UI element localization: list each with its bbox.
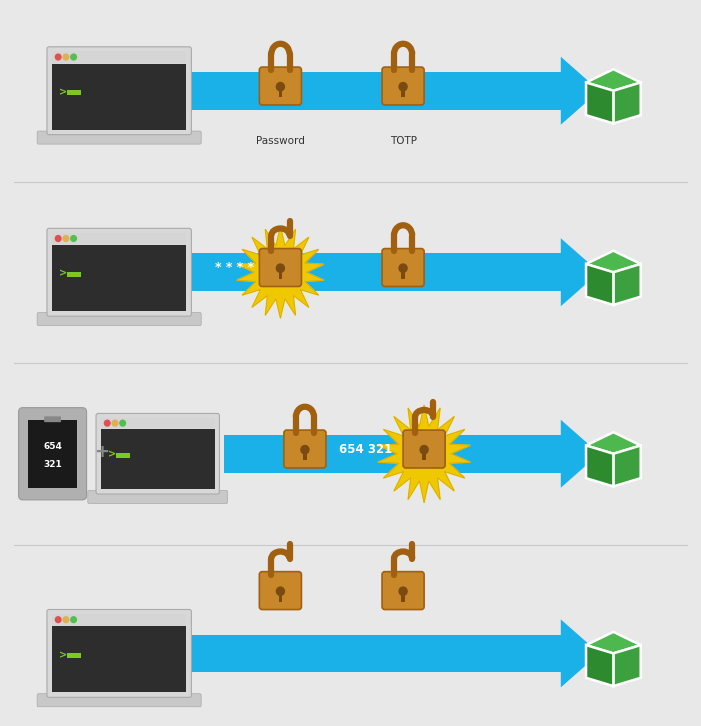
Bar: [423, 452, 426, 460]
Circle shape: [301, 446, 309, 454]
Circle shape: [63, 617, 69, 623]
Polygon shape: [586, 69, 641, 91]
Bar: [52, 627, 186, 693]
Text: Password: Password: [256, 136, 305, 146]
Circle shape: [276, 83, 285, 91]
Circle shape: [55, 54, 61, 60]
FancyBboxPatch shape: [47, 228, 191, 317]
Polygon shape: [613, 446, 641, 486]
Text: 654 321: 654 321: [339, 443, 393, 456]
Bar: [67, 653, 81, 658]
Bar: [279, 89, 282, 97]
Bar: [52, 614, 186, 626]
Polygon shape: [378, 405, 470, 502]
Bar: [402, 89, 404, 97]
FancyBboxPatch shape: [382, 248, 424, 287]
Polygon shape: [561, 57, 599, 125]
Text: >: >: [59, 87, 67, 97]
FancyBboxPatch shape: [382, 67, 424, 105]
Bar: [52, 52, 186, 63]
Circle shape: [120, 420, 125, 426]
FancyBboxPatch shape: [18, 408, 87, 499]
Polygon shape: [613, 645, 641, 686]
Circle shape: [276, 264, 285, 272]
Polygon shape: [586, 83, 613, 123]
FancyBboxPatch shape: [259, 67, 301, 105]
Polygon shape: [561, 238, 599, 306]
Bar: [304, 452, 306, 460]
Circle shape: [71, 54, 76, 60]
FancyBboxPatch shape: [284, 430, 326, 468]
Bar: [116, 452, 130, 457]
FancyBboxPatch shape: [47, 46, 191, 135]
Text: +: +: [94, 444, 109, 461]
FancyBboxPatch shape: [37, 131, 201, 144]
FancyBboxPatch shape: [96, 414, 219, 494]
Bar: [101, 418, 215, 428]
Polygon shape: [586, 432, 641, 454]
Polygon shape: [613, 264, 641, 305]
Text: * * * *: * * * *: [215, 261, 254, 274]
Polygon shape: [586, 264, 613, 305]
Bar: [27, 420, 77, 488]
Text: >: >: [59, 650, 67, 660]
Bar: [189, 253, 561, 291]
FancyBboxPatch shape: [37, 312, 201, 325]
FancyBboxPatch shape: [44, 416, 61, 423]
Polygon shape: [561, 420, 599, 488]
Bar: [101, 429, 215, 489]
Text: 321: 321: [43, 460, 62, 469]
Circle shape: [399, 587, 407, 595]
Bar: [67, 272, 81, 277]
Text: >: >: [59, 269, 67, 279]
Bar: [52, 232, 186, 245]
Circle shape: [71, 617, 76, 623]
Text: 654: 654: [43, 442, 62, 451]
Circle shape: [55, 236, 61, 242]
Bar: [52, 64, 186, 129]
FancyBboxPatch shape: [259, 248, 301, 287]
FancyBboxPatch shape: [259, 571, 301, 610]
Bar: [52, 245, 186, 311]
Circle shape: [276, 587, 285, 595]
Polygon shape: [561, 619, 599, 688]
FancyBboxPatch shape: [403, 430, 445, 468]
Bar: [67, 90, 81, 95]
Bar: [279, 270, 282, 279]
FancyBboxPatch shape: [88, 491, 228, 504]
Circle shape: [104, 420, 110, 426]
Polygon shape: [586, 645, 613, 686]
Bar: [189, 72, 561, 110]
Polygon shape: [586, 250, 641, 272]
Circle shape: [63, 54, 69, 60]
Circle shape: [399, 264, 407, 272]
Bar: [279, 593, 282, 602]
Text: TOTP: TOTP: [390, 136, 416, 146]
Polygon shape: [586, 632, 641, 653]
Circle shape: [63, 236, 69, 242]
Circle shape: [112, 420, 118, 426]
Circle shape: [399, 83, 407, 91]
Text: >: >: [108, 449, 116, 460]
FancyBboxPatch shape: [47, 610, 191, 697]
Polygon shape: [586, 446, 613, 486]
Bar: [402, 593, 404, 602]
FancyBboxPatch shape: [37, 694, 201, 707]
Bar: [189, 635, 561, 672]
Polygon shape: [237, 227, 324, 318]
Circle shape: [71, 236, 76, 242]
Circle shape: [55, 617, 61, 623]
Bar: [224, 435, 561, 473]
Polygon shape: [613, 83, 641, 123]
Circle shape: [420, 446, 428, 454]
FancyBboxPatch shape: [382, 571, 424, 610]
Bar: [402, 270, 404, 279]
